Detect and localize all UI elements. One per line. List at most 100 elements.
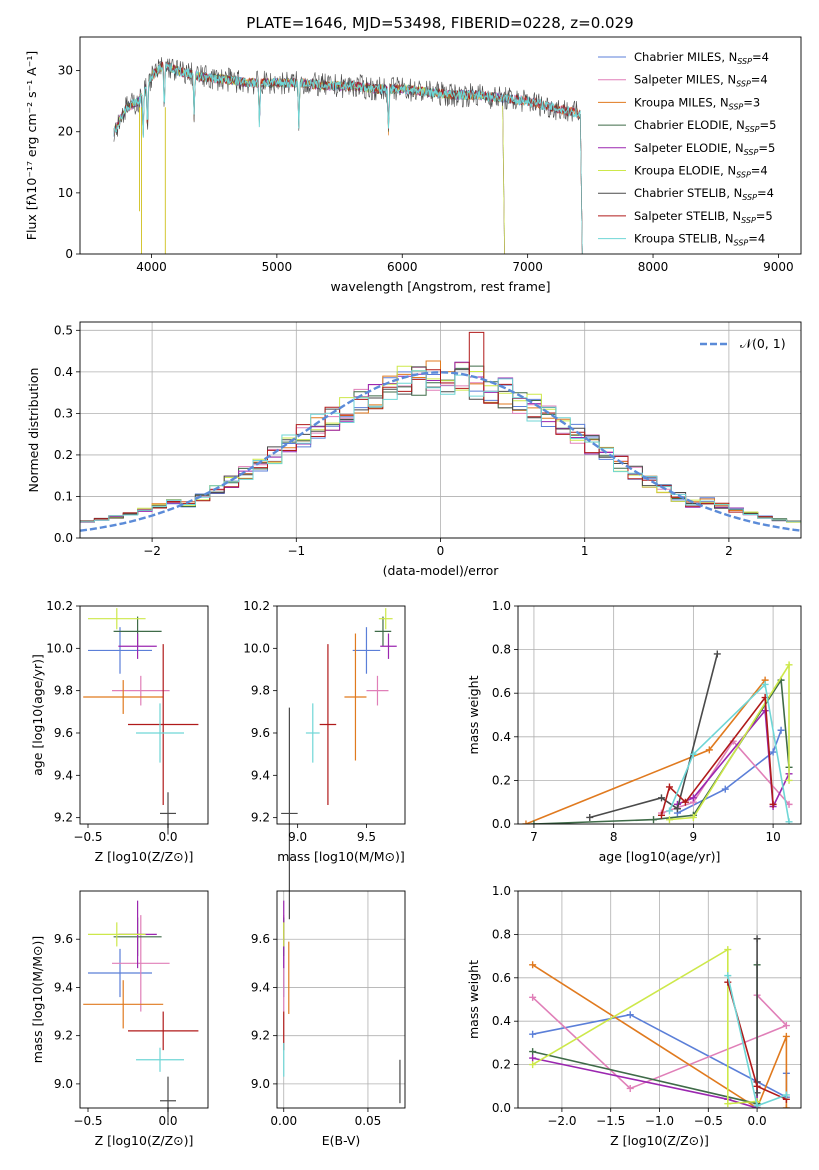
weight-marker [586, 813, 594, 821]
x-tick-label: 0.0 [158, 1114, 177, 1128]
y-axis-label: mass weight [466, 960, 481, 1039]
x-tick-label: 1 [581, 544, 589, 558]
weight-marker [785, 661, 793, 669]
y-tick-label: 0 [65, 247, 73, 261]
y-axis-label: mass [log10(M/M⊙)] [30, 936, 45, 1064]
weight-line [660, 695, 774, 816]
weight-marker [529, 1048, 537, 1056]
x-tick-label: 10 [765, 830, 780, 844]
weight-marker [785, 818, 793, 824]
histogram-step [80, 370, 801, 525]
y-tick-label: 0.1 [54, 489, 73, 503]
panel-weight-vs-Z: −2.0 −1.5 −1.0 −0.5 0.0 0.0 0.2 0.4 0.6 0.8 1.0 Z [… [466, 884, 802, 1148]
y-tick-label: 0.0 [492, 1101, 511, 1115]
plot-area [83, 608, 199, 835]
x-tick-label: −0.5 [73, 1114, 102, 1128]
panel-spectrum: 4000 5000 6000 7000 8000 9000 0 10 20 30 wavelengt… [24, 36, 802, 294]
weight-marker [665, 783, 673, 791]
plot-area [522, 650, 793, 824]
y-tick-label: 10 [58, 186, 73, 200]
x-axis-label: Z [log10(Z/Z⊙)] [95, 849, 194, 864]
x-tick-label: 2 [725, 544, 733, 558]
weight-line [533, 677, 790, 824]
weight-marker [529, 1054, 537, 1062]
x-tick-label: −0.5 [73, 830, 102, 844]
y-tick-label: 0.5 [54, 323, 73, 337]
weight-marker [657, 811, 665, 819]
panel-age-vs-Z: −0.5 0.0 9.2 9.4 9.6 9.8 10.0 10.2 Z [log10(Z/Z⊙… [30, 599, 209, 864]
plot-area [113, 57, 583, 254]
spectrum-edge [502, 98, 505, 254]
x-tick-label: 9000 [763, 260, 794, 274]
x-tick-label: 0.00 [270, 1114, 297, 1128]
x-tick-label: −1.0 [645, 1114, 674, 1128]
spectrum-line [113, 62, 503, 136]
weight-marker [689, 794, 697, 802]
legend-label: Salpeter ELODIE, NSSP=5 [634, 141, 775, 157]
weight-marker [665, 816, 673, 824]
x-tick-label: 9 [690, 830, 698, 844]
y-tick-label: 0.2 [492, 773, 511, 787]
panel-residuals: −2 −1 0 1 2 0.0 0.1 0.2 0.3 0.4 0.5 (data-model)/er… [26, 321, 802, 578]
weight-marker [782, 1091, 790, 1099]
x-tick-label: 0.0 [748, 1114, 767, 1128]
plot-area [83, 900, 199, 1125]
weight-marker [665, 807, 673, 815]
spectrum-line [113, 62, 581, 138]
weight-marker [769, 800, 777, 808]
legend-label: Kroupa ELODIE, NSSP=4 [634, 164, 768, 180]
weight-marker [753, 1102, 761, 1108]
x-axis-label: (data-model)/error [383, 563, 500, 578]
plot-area [281, 608, 397, 920]
legend-label: Chabrier STELIB, NSSP=4 [634, 186, 774, 202]
panel-weight-vs-age: 7 8 9 10 0.0 0.2 0.4 0.6 0.8 1.0 age [log10(age/yr… [466, 599, 802, 864]
y-tick-label: 0.6 [492, 971, 511, 985]
weight-marker [724, 978, 732, 986]
weight-line [589, 653, 719, 819]
weight-line [669, 662, 790, 821]
weight-marker [529, 1030, 537, 1038]
axes-frame [79, 605, 209, 825]
y-axis-label: mass weight [466, 675, 481, 754]
y-tick-label: 0.4 [54, 365, 73, 379]
legend-label: Salpeter MILES, NSSP=4 [634, 73, 768, 89]
y-tick-label: 9.4 [54, 980, 73, 994]
x-tick-label: −1.5 [596, 1114, 625, 1128]
figure-title: PLATE=1646, MJD=53498, FIBERID=0228, z=0… [246, 14, 633, 32]
x-tick-label: 0.0 [158, 830, 177, 844]
weight-marker [769, 748, 777, 756]
weight-marker [753, 1082, 761, 1090]
y-tick-label: 1.0 [492, 599, 511, 613]
y-tick-label: 9.8 [54, 684, 73, 698]
plot-area [529, 935, 790, 1108]
weight-marker [673, 805, 681, 813]
x-axis-label: age [log10(age/yr)] [599, 849, 721, 864]
weight-marker [724, 946, 732, 954]
weight-marker [782, 1022, 790, 1030]
weight-marker [724, 1100, 732, 1108]
y-tick-label: 9.6 [54, 726, 73, 740]
y-tick-label: 0.2 [492, 1058, 511, 1072]
y-tick-label: 9.6 [251, 932, 270, 946]
weight-marker [626, 1011, 634, 1019]
legend-label: 𝒩(0, 1) [740, 336, 786, 351]
y-tick-label: 20 [58, 125, 73, 139]
y-tick-label: 1.0 [492, 884, 511, 898]
legend-label: Chabrier ELODIE, NSSP=5 [634, 118, 776, 134]
x-tick-label: 8 [610, 830, 618, 844]
legend-label: Chabrier MILES, NSSP=4 [634, 50, 769, 66]
x-tick-label: −2 [143, 544, 161, 558]
x-tick-label: 7000 [512, 260, 543, 274]
x-tick-label: 9.5 [357, 830, 376, 844]
x-axis-label: Z [log10(Z/Z⊙)] [610, 1133, 709, 1148]
y-tick-label: 9.2 [54, 1029, 73, 1043]
weight-line [532, 964, 788, 1108]
y-axis-label: age [log10(age/yr)] [30, 654, 45, 776]
y-tick-label: 0.4 [492, 1014, 511, 1028]
y-tick-label: 9.0 [251, 1077, 270, 1091]
weight-marker [782, 1104, 790, 1108]
y-tick-label: 0.0 [492, 817, 511, 831]
x-tick-label: −2.0 [547, 1114, 576, 1128]
weight-marker [713, 650, 721, 658]
